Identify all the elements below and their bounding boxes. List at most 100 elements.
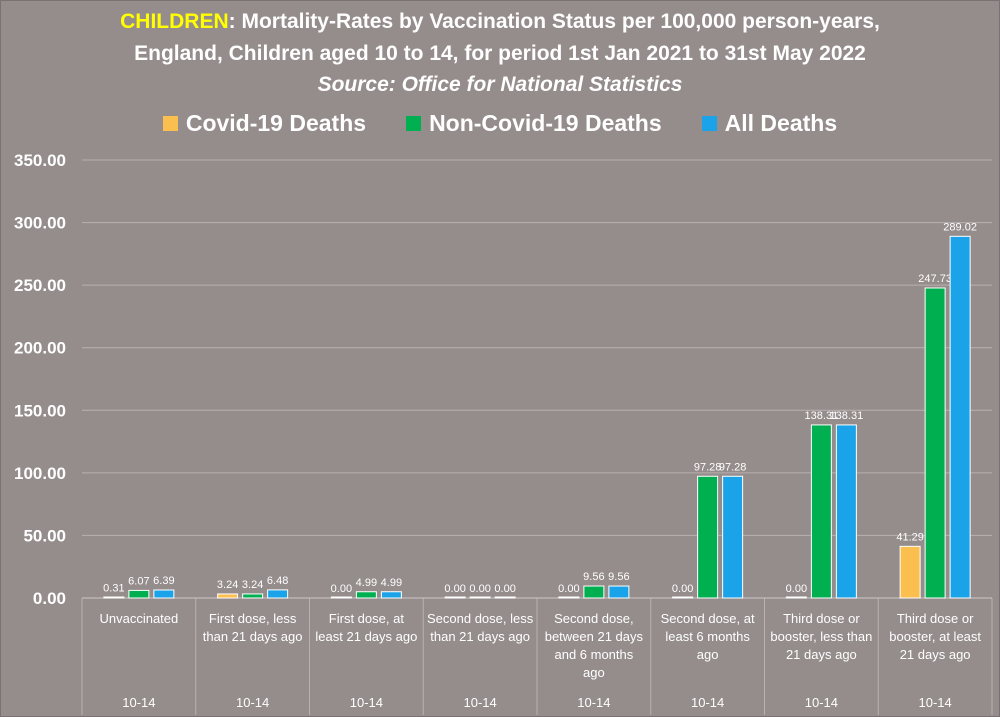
data-label: 97.28 bbox=[719, 461, 747, 473]
x-age-group-label: 10-14 bbox=[805, 695, 838, 710]
bar bbox=[267, 589, 289, 599]
chart-legend: Covid-19 Deaths Non-Covid-19 Deaths All … bbox=[0, 110, 1000, 137]
title-rest: : Mortality-Rates by Vaccination Status … bbox=[228, 10, 880, 33]
bar bbox=[810, 424, 832, 599]
legend-item-all: All Deaths bbox=[701, 110, 838, 137]
x-category-label: Third dose or bbox=[897, 611, 974, 626]
x-age-group-label: 10-14 bbox=[577, 695, 610, 710]
bar bbox=[128, 589, 150, 599]
bar bbox=[330, 596, 352, 599]
x-age-group-label: 10-14 bbox=[919, 695, 952, 710]
bar bbox=[949, 235, 971, 599]
legend-label-all: All Deaths bbox=[724, 110, 838, 136]
bar bbox=[103, 596, 125, 599]
bar bbox=[469, 596, 491, 599]
data-label: 6.48 bbox=[267, 575, 288, 587]
x-category-label: ago bbox=[697, 647, 719, 662]
data-label: 3.24 bbox=[217, 579, 238, 591]
data-label: 41.29 bbox=[896, 531, 924, 543]
bar bbox=[722, 475, 744, 599]
bar bbox=[355, 591, 377, 599]
x-category-label: than 21 days ago bbox=[430, 629, 530, 644]
bar bbox=[899, 545, 921, 599]
legend-swatch-non-covid bbox=[406, 116, 422, 131]
y-tick-label: 300.00 bbox=[14, 214, 66, 233]
data-label: 4.99 bbox=[381, 577, 402, 589]
x-category-label: Third dose or bbox=[783, 611, 860, 626]
x-category-label: Second dose, at bbox=[661, 611, 755, 626]
x-category-label: First dose, less bbox=[209, 611, 297, 626]
bar bbox=[558, 596, 580, 599]
bar bbox=[153, 589, 175, 599]
bar bbox=[583, 585, 605, 599]
data-label: 4.99 bbox=[356, 577, 377, 589]
bar bbox=[672, 596, 694, 599]
y-tick-label: 0.00 bbox=[33, 589, 66, 608]
chart-source: Source: Office for National Statistics bbox=[317, 73, 683, 96]
data-label: 6.07 bbox=[128, 575, 149, 587]
data-label: 138.31 bbox=[830, 410, 864, 422]
x-category-label: least 21 days ago bbox=[315, 629, 417, 644]
y-tick-label: 100.00 bbox=[14, 464, 66, 483]
bar bbox=[494, 596, 516, 599]
legend-label-non-covid: Non-Covid-19 Deaths bbox=[429, 110, 662, 136]
data-label: 9.56 bbox=[583, 571, 604, 583]
data-label: 9.56 bbox=[608, 571, 629, 583]
x-age-group-label: 10-14 bbox=[350, 695, 383, 710]
bar bbox=[835, 424, 857, 599]
bar bbox=[697, 475, 719, 599]
data-label: 0.00 bbox=[494, 583, 515, 595]
x-category-label: 21 days ago bbox=[786, 647, 857, 662]
bar bbox=[380, 591, 402, 599]
x-age-group-label: 10-14 bbox=[464, 695, 497, 710]
data-label: 3.24 bbox=[242, 579, 263, 591]
legend-item-covid: Covid-19 Deaths bbox=[162, 110, 367, 137]
data-label: 0.00 bbox=[672, 583, 693, 595]
data-label: 0.00 bbox=[469, 583, 490, 595]
legend-item-non-covid: Non-Covid-19 Deaths bbox=[406, 110, 662, 137]
y-tick-label: 150.00 bbox=[14, 401, 66, 420]
x-age-group-label: 10-14 bbox=[691, 695, 724, 710]
y-tick-label: 350.00 bbox=[14, 151, 66, 170]
title-highlight: CHILDREN bbox=[120, 10, 229, 33]
chart-title-line-1: CHILDREN: Mortality-Rates by Vaccination… bbox=[0, 10, 1000, 34]
x-category-label: and 6 months bbox=[554, 647, 633, 662]
data-label: 289.02 bbox=[943, 221, 977, 233]
x-category-label: than 21 days ago bbox=[203, 629, 303, 644]
x-category-label: 21 days ago bbox=[900, 647, 971, 662]
data-label: 138.31 bbox=[805, 410, 839, 422]
y-tick-label: 250.00 bbox=[14, 276, 66, 295]
x-category-label: ago bbox=[583, 665, 605, 680]
x-age-group-label: 10-14 bbox=[122, 695, 155, 710]
x-category-label: Unvaccinated bbox=[99, 611, 178, 626]
y-tick-label: 200.00 bbox=[14, 339, 66, 358]
x-category-label: between 21 days bbox=[545, 629, 644, 644]
bar bbox=[924, 287, 946, 599]
y-tick-label: 50.00 bbox=[23, 526, 66, 545]
legend-swatch-covid bbox=[162, 116, 178, 131]
data-label: 0.00 bbox=[331, 583, 352, 595]
legend-swatch-all bbox=[701, 116, 717, 131]
x-category-label: booster, at least bbox=[889, 629, 981, 644]
data-label: 97.28 bbox=[694, 461, 722, 473]
chart-title-line-2: England, Children aged 10 to 14, for per… bbox=[134, 42, 866, 65]
x-category-label: least 6 months bbox=[665, 629, 750, 644]
bar bbox=[785, 596, 807, 599]
data-label: 0.00 bbox=[558, 583, 579, 595]
data-label: 0.00 bbox=[786, 583, 807, 595]
bar bbox=[217, 593, 239, 599]
data-label: 6.39 bbox=[153, 575, 174, 587]
x-category-label: Second dose, less bbox=[427, 611, 534, 626]
data-label: 247.73 bbox=[918, 273, 952, 285]
bar bbox=[444, 596, 466, 599]
x-category-label: Second dose, bbox=[554, 611, 634, 626]
data-label: 0.31 bbox=[103, 583, 124, 595]
x-age-group-label: 10-14 bbox=[236, 695, 269, 710]
x-category-label: booster, less than bbox=[770, 629, 872, 644]
x-category-label: First dose, at bbox=[329, 611, 405, 626]
legend-label-covid: Covid-19 Deaths bbox=[185, 110, 367, 136]
bar bbox=[608, 585, 630, 599]
data-label: 0.00 bbox=[444, 583, 465, 595]
bar bbox=[242, 593, 264, 599]
